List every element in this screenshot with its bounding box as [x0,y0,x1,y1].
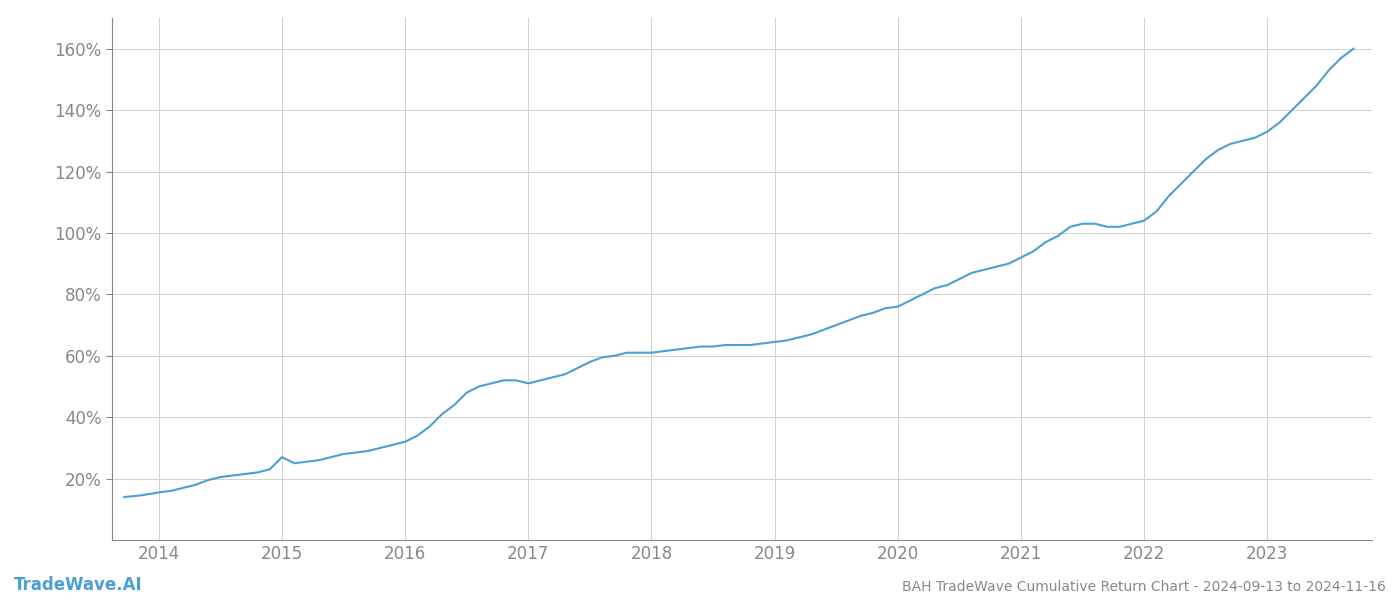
Text: BAH TradeWave Cumulative Return Chart - 2024-09-13 to 2024-11-16: BAH TradeWave Cumulative Return Chart - … [902,580,1386,594]
Text: TradeWave.AI: TradeWave.AI [14,576,143,594]
